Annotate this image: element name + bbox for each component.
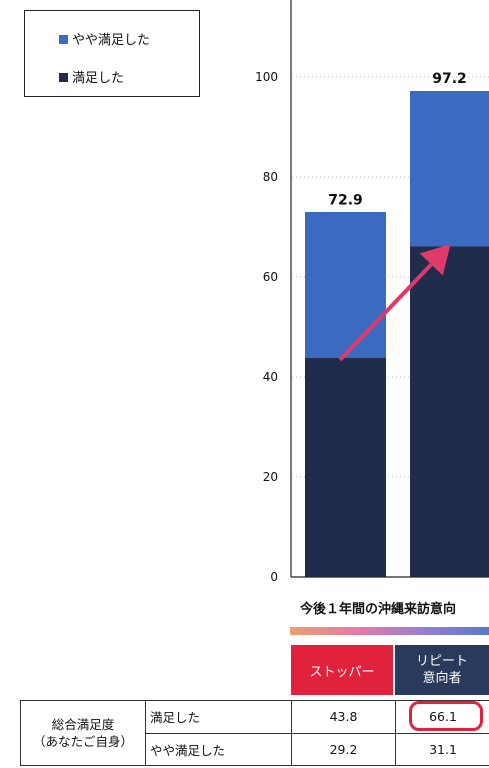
highlight-ring <box>409 701 483 731</box>
y-axis-ticks: 0 20 40 60 80 100 <box>255 70 278 584</box>
y-tick-label: 100 <box>255 70 278 84</box>
total-value-label: 97.2 <box>432 71 467 87</box>
x-axis-caption: 今後１年間の沖縄来訪意向 <box>300 602 457 617</box>
total-value-label: 72.9 <box>328 193 363 209</box>
y-tick-label: 40 <box>263 370 278 384</box>
repeat-header: リピート 意向者 <box>395 645 489 695</box>
satisfaction-table: 総合満足度 （あなたご自身） 満足した 43.8 66.1 やや満足した 29.… <box>20 700 489 766</box>
cell-stopper: 43.8 <box>291 700 396 734</box>
bars <box>305 91 489 577</box>
chart-area: 72.9 97.2 0 20 40 60 80 100 <box>255 0 489 584</box>
legend-item-somewhat-satisfied: やや満足した <box>59 33 150 49</box>
y-tick-label: 20 <box>263 470 278 484</box>
value-labels: 72.9 97.2 <box>328 71 467 209</box>
bar-segment <box>410 91 489 247</box>
bar-segment <box>410 246 489 577</box>
row-group-line2: （あなたご自身） <box>32 734 133 749</box>
legend: やや満足した 満足した <box>24 10 200 97</box>
row-group-label: 総合満足度 （あなたご自身） <box>20 700 146 766</box>
gradient-divider <box>290 627 489 635</box>
y-tick-label: 0 <box>270 570 278 584</box>
row-group-line1: 総合満足度 <box>51 717 115 732</box>
legend-item-satisfied: 満足した <box>59 71 124 87</box>
y-tick-label: 80 <box>263 170 278 184</box>
trend-arrow <box>338 244 451 362</box>
bar-segment <box>305 212 386 358</box>
table-row: やや満足した 29.2 31.1 <box>21 732 489 766</box>
stopper-header: ストッパー <box>291 645 393 695</box>
legend-swatch <box>59 73 68 82</box>
cell-repeat: 31.1 <box>395 732 489 766</box>
legend-swatch <box>59 35 68 44</box>
legend-label: 満足した <box>72 71 125 86</box>
cell-stopper: 29.2 <box>291 732 396 766</box>
legend-label: やや満足した <box>72 33 151 48</box>
bar-segment <box>305 358 386 577</box>
row-label: 満足した <box>145 700 292 734</box>
repeat-header-line2: 意向者 <box>422 671 462 686</box>
y-tick-label: 60 <box>263 270 278 284</box>
row-label: やや満足した <box>145 732 292 766</box>
repeat-header-line1: リピート <box>415 654 468 669</box>
